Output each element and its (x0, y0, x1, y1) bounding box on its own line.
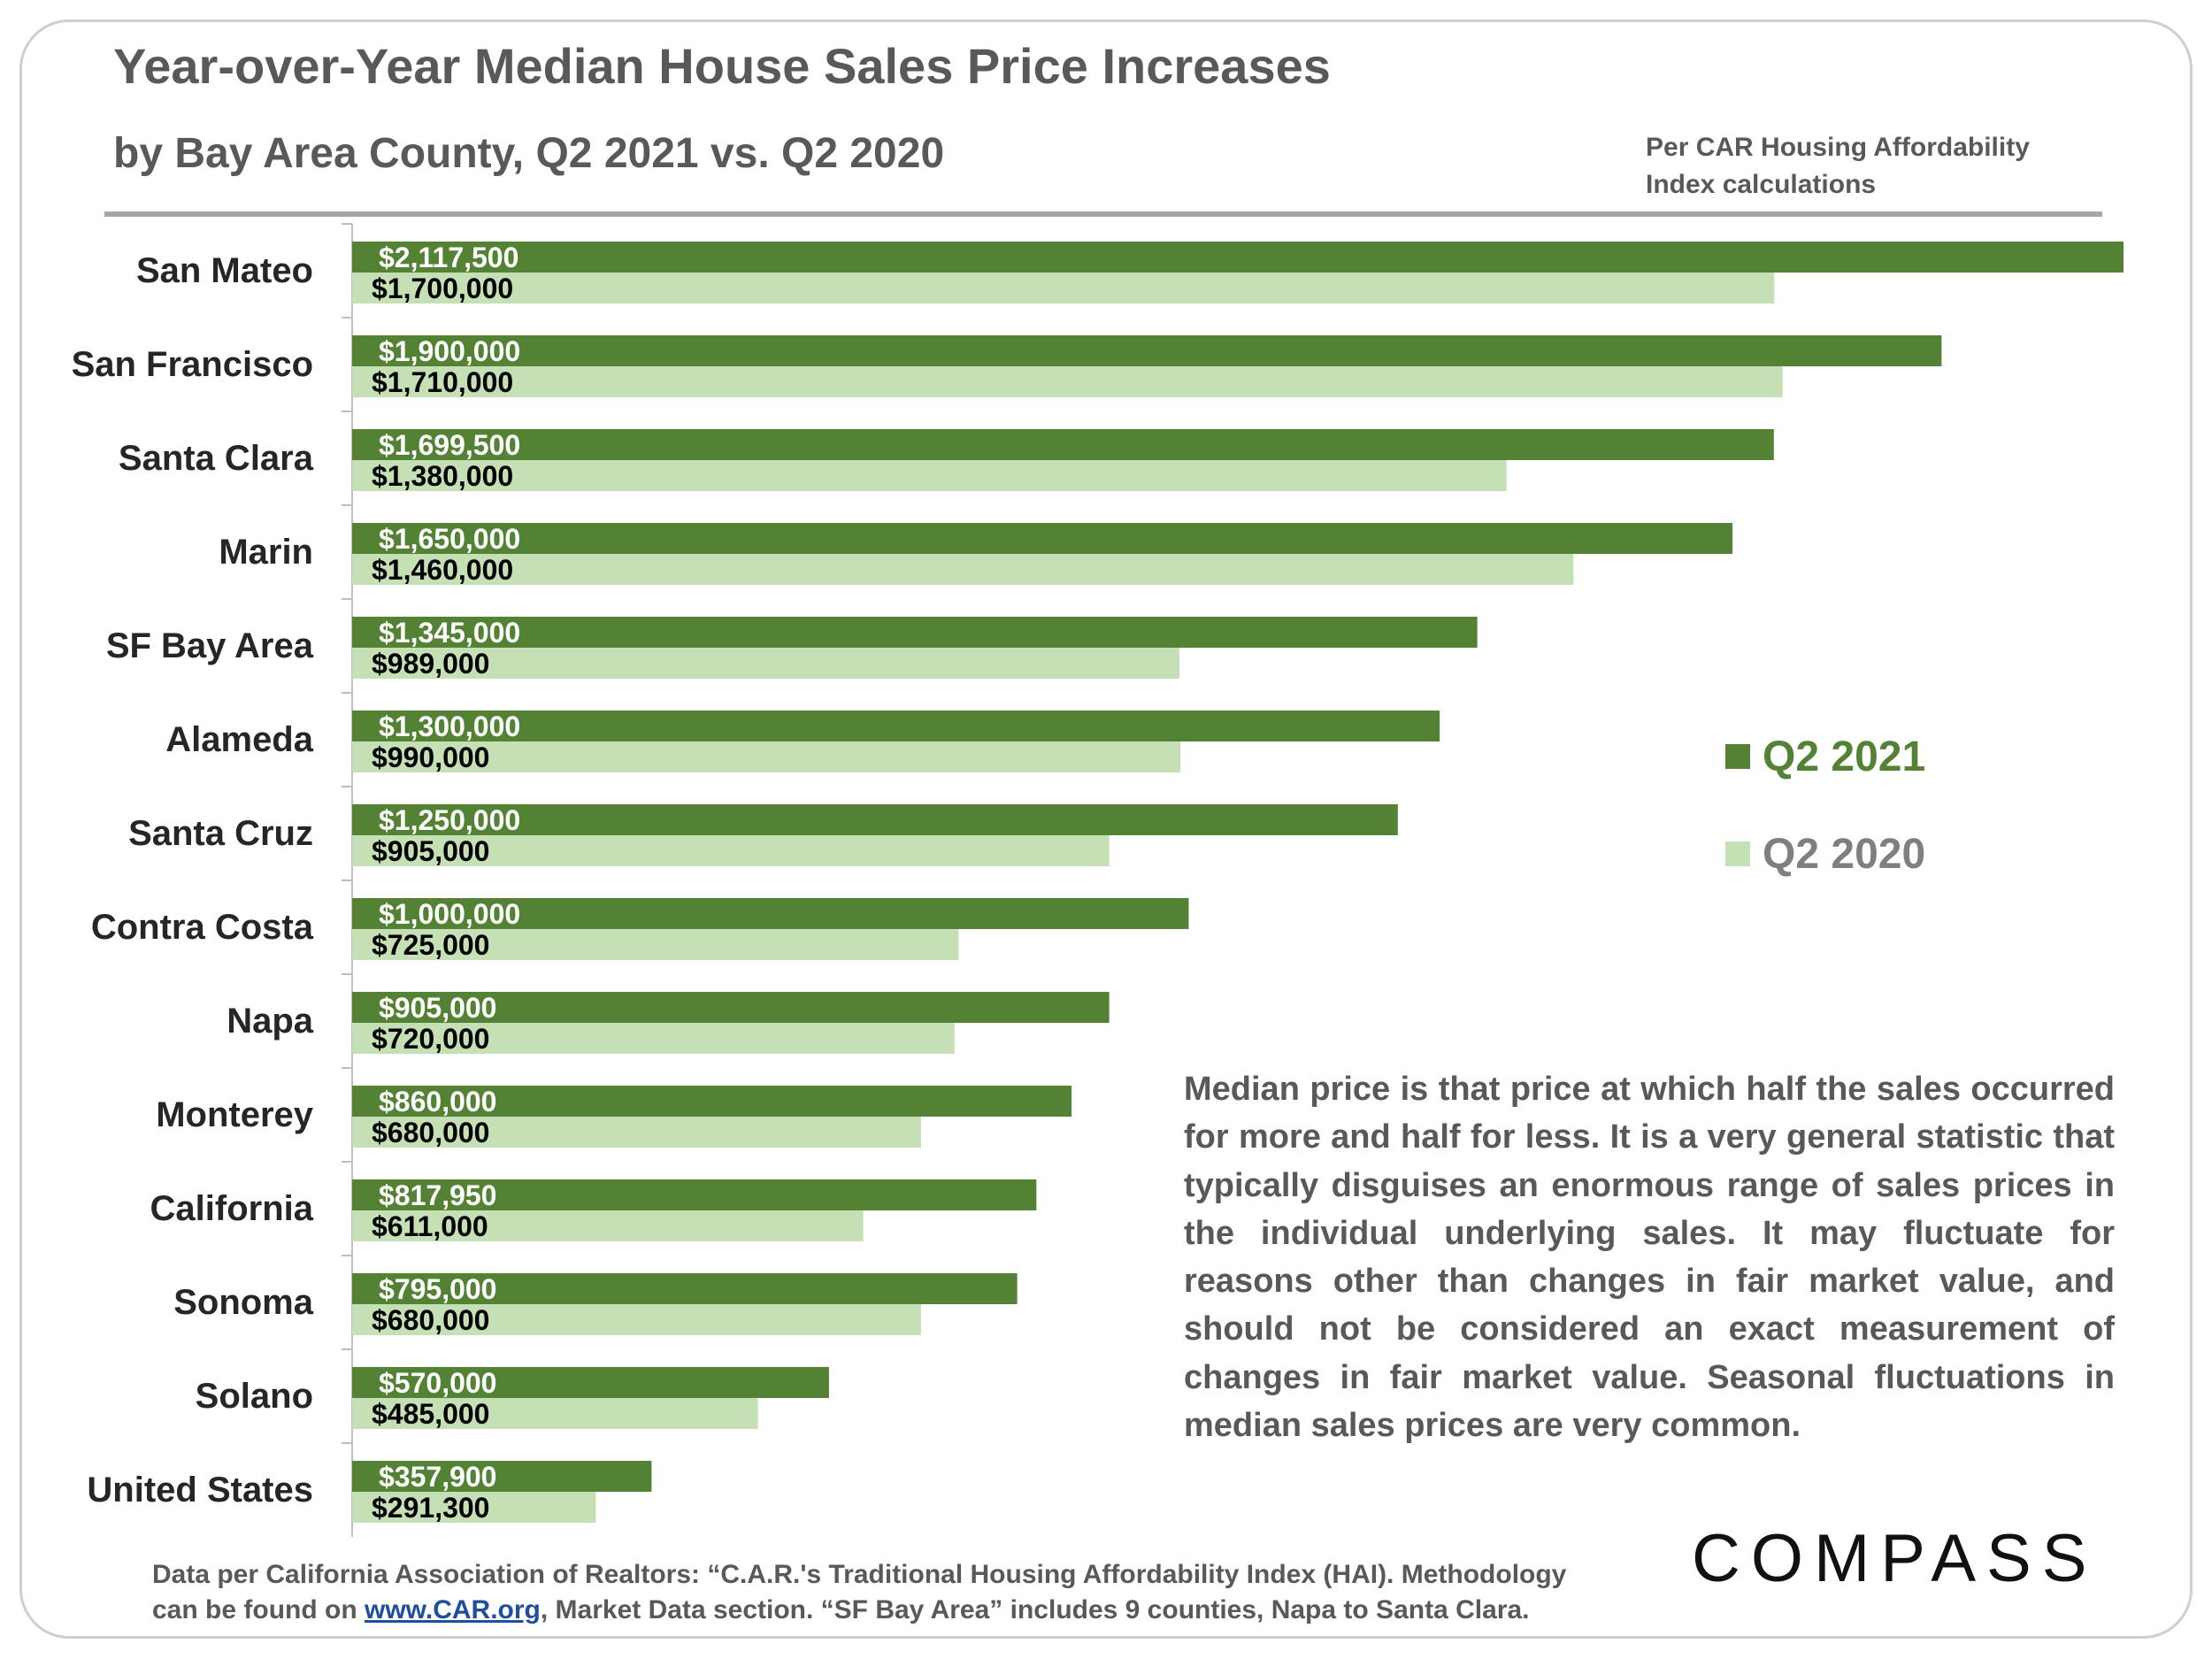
bar-q2-2020-monterey (352, 1117, 921, 1148)
category-label-united-states: United States (87, 1471, 313, 1509)
bar-q2-2020-san-mateo (352, 273, 1775, 303)
legend-swatch-q2-2021 (1725, 744, 1750, 769)
category-label-monterey: Monterey (156, 1095, 314, 1134)
source-line-2-prefix: can be found on (152, 1595, 365, 1624)
category-label-solano: Solano (196, 1377, 313, 1416)
data-label-q2-2020-solano: $485,000 (372, 1398, 489, 1430)
bar-q2-2021-santa-cruz (352, 804, 1398, 835)
bar-q2-2020-marin (352, 554, 1574, 585)
bar-q2-2020-santa-cruz (352, 835, 1110, 866)
car-website-link[interactable]: www.CAR.org (365, 1595, 541, 1624)
bar-q2-2021-san-francisco (352, 335, 1942, 366)
data-label-q2-2021-monterey: $860,000 (379, 1086, 496, 1118)
category-label-marin: Marin (219, 533, 313, 572)
chart-title: Year-over-Year Median House Sales Price … (113, 38, 1331, 94)
legend-item-q2-2021: Q2 2021 (1725, 708, 1925, 805)
data-label-q2-2020-alameda: $990,000 (372, 741, 489, 773)
bar-q2-2021-sf-bay-area (352, 617, 1478, 648)
chart-frame (19, 19, 2193, 1639)
median-price-explanation: Median price is that price at which half… (1184, 1071, 2115, 1445)
legend-item-q2-2020: Q2 2020 (1725, 805, 1925, 902)
bar-q2-2020-sonoma (352, 1304, 921, 1335)
legend-label-q2-2020: Q2 2020 (1763, 830, 1926, 878)
legend: Q2 2021 Q2 2020 (1725, 708, 1925, 902)
bar-q2-2021-marin (352, 523, 1732, 554)
category-label-california: California (150, 1189, 314, 1228)
data-label-q2-2021-contra-costa: $1,000,000 (379, 898, 520, 930)
bar-q2-2021-united-states (352, 1461, 652, 1492)
data-label-q2-2020-santa-clara: $1,380,000 (372, 460, 513, 492)
data-label-q2-2020-sonoma: $680,000 (372, 1304, 489, 1336)
bar-q2-2020-san-francisco (352, 366, 1783, 397)
bar-q2-2021-san-mateo (352, 242, 2124, 273)
legend-swatch-q2-2020 (1725, 841, 1750, 866)
data-label-q2-2020-monterey: $680,000 (372, 1117, 489, 1148)
bar-q2-2020-solano (352, 1398, 758, 1429)
category-label-santa-clara: Santa Clara (119, 439, 314, 478)
bar-q2-2020-california (352, 1210, 864, 1241)
bar-q2-2020-alameda (352, 741, 1180, 772)
methodology-note: Per CAR Housing Affordability Index calc… (1646, 133, 2030, 199)
data-label-q2-2020-san-francisco: $1,710,000 (372, 366, 513, 398)
source-line-2: can be found on www.CAR.org, Market Data… (152, 1593, 1656, 1628)
bar-q2-2021-sonoma (352, 1273, 1018, 1304)
category-label-santa-cruz: Santa Cruz (128, 814, 313, 853)
data-label-q2-2021-sonoma: $795,000 (379, 1273, 496, 1305)
category-label-san-mateo: San Mateo (136, 251, 313, 290)
data-label-q2-2020-contra-costa: $725,000 (372, 929, 489, 961)
chart-subtitle: by Bay Area County, Q2 2021 vs. Q2 2020 (113, 130, 945, 177)
category-label-contra-costa: Contra Costa (91, 908, 314, 947)
data-label-q2-2020-united-states: $291,300 (372, 1492, 489, 1524)
bar-q2-2020-sf-bay-area (352, 648, 1180, 679)
bar-q2-2021-contra-costa (352, 898, 1189, 929)
category-label-sonoma: Sonoma (173, 1283, 314, 1322)
bar-q2-2020-santa-clara (352, 460, 1507, 491)
compass-logo: COMPASS (1692, 1521, 2098, 1596)
data-label-q2-2021-santa-cruz: $1,250,000 (379, 804, 520, 836)
bar-q2-2020-united-states (352, 1492, 596, 1523)
category-label-alameda: Alameda (165, 720, 313, 759)
data-label-q2-2021-california: $817,950 (379, 1179, 496, 1211)
bar-q2-2021-solano (352, 1367, 829, 1398)
bar-q2-2021-alameda (352, 710, 1440, 741)
data-label-q2-2021-san-francisco: $1,900,000 (379, 335, 520, 367)
data-label-q2-2020-santa-cruz: $905,000 (372, 835, 489, 867)
data-label-q2-2021-santa-clara: $1,699,500 (379, 429, 520, 461)
data-label-q2-2020-san-mateo: $1,700,000 (372, 273, 513, 304)
data-label-q2-2021-san-mateo: $2,117,500 (379, 242, 518, 273)
bar-q2-2021-monterey (352, 1086, 1072, 1117)
data-label-q2-2020-napa: $720,000 (372, 1023, 489, 1055)
data-label-q2-2021-napa: $905,000 (379, 992, 496, 1024)
category-label-san-francisco: San Francisco (72, 345, 313, 384)
data-label-q2-2021-alameda: $1,300,000 (379, 710, 520, 742)
data-label-q2-2020-marin: $1,460,000 (372, 554, 513, 586)
data-label-q2-2020-sf-bay-area: $989,000 (372, 648, 489, 680)
category-label-napa: Napa (227, 1002, 314, 1041)
data-label-q2-2021-solano: $570,000 (379, 1367, 496, 1399)
source-line-1: Data per California Association of Realt… (152, 1560, 1567, 1589)
bar-q2-2021-santa-clara (352, 429, 1774, 460)
bar-q2-2021-california (352, 1179, 1037, 1210)
category-label-sf-bay-area: SF Bay Area (106, 626, 314, 665)
bar-q2-2020-contra-costa (352, 929, 959, 960)
header-divider (104, 211, 2102, 217)
bar-q2-2020-napa (352, 1023, 955, 1054)
source-footnote: Data per California Association of Realt… (152, 1557, 1656, 1628)
bar-q2-2021-napa (352, 992, 1110, 1023)
data-label-q2-2021-sf-bay-area: $1,345,000 (379, 617, 520, 649)
data-label-q2-2021-marin: $1,650,000 (379, 523, 520, 555)
data-label-q2-2021-united-states: $357,900 (379, 1461, 496, 1493)
legend-label-q2-2021: Q2 2021 (1763, 733, 1926, 780)
data-label-q2-2020-california: $611,000 (372, 1210, 488, 1242)
source-line-2-suffix: , Market Data section. “SF Bay Area” inc… (540, 1595, 1530, 1624)
